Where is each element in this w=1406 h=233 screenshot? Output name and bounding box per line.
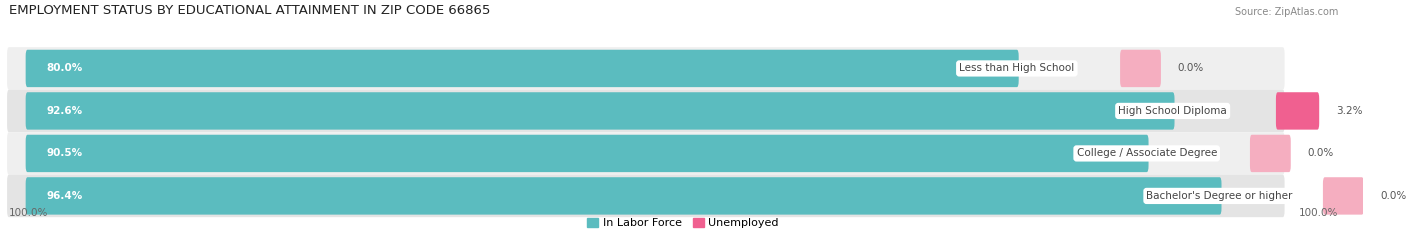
Text: 96.4%: 96.4% (46, 191, 83, 201)
FancyBboxPatch shape (7, 47, 1285, 90)
Text: 0.0%: 0.0% (1381, 191, 1406, 201)
Text: EMPLOYMENT STATUS BY EDUCATIONAL ATTAINMENT IN ZIP CODE 66865: EMPLOYMENT STATUS BY EDUCATIONAL ATTAINM… (8, 3, 491, 17)
Legend: In Labor Force, Unemployed: In Labor Force, Unemployed (582, 213, 783, 233)
FancyBboxPatch shape (1275, 92, 1319, 130)
Text: 3.2%: 3.2% (1336, 106, 1362, 116)
Text: 92.6%: 92.6% (46, 106, 82, 116)
FancyBboxPatch shape (1323, 177, 1364, 215)
FancyBboxPatch shape (25, 92, 1174, 130)
FancyBboxPatch shape (25, 177, 1222, 215)
Text: Less than High School: Less than High School (959, 63, 1074, 73)
Text: 100.0%: 100.0% (8, 208, 48, 218)
Text: 100.0%: 100.0% (1299, 208, 1339, 218)
Text: College / Associate Degree: College / Associate Degree (1077, 148, 1216, 158)
FancyBboxPatch shape (1121, 50, 1161, 87)
Text: 0.0%: 0.0% (1308, 148, 1334, 158)
FancyBboxPatch shape (25, 135, 1149, 172)
Text: Bachelor's Degree or higher: Bachelor's Degree or higher (1146, 191, 1294, 201)
Text: Source: ZipAtlas.com: Source: ZipAtlas.com (1234, 7, 1339, 17)
FancyBboxPatch shape (7, 90, 1285, 132)
Text: 80.0%: 80.0% (46, 63, 83, 73)
Text: High School Diploma: High School Diploma (1118, 106, 1227, 116)
FancyBboxPatch shape (25, 50, 1019, 87)
Text: 0.0%: 0.0% (1178, 63, 1204, 73)
Text: 90.5%: 90.5% (46, 148, 82, 158)
FancyBboxPatch shape (7, 132, 1285, 175)
FancyBboxPatch shape (7, 175, 1285, 217)
FancyBboxPatch shape (1250, 135, 1291, 172)
